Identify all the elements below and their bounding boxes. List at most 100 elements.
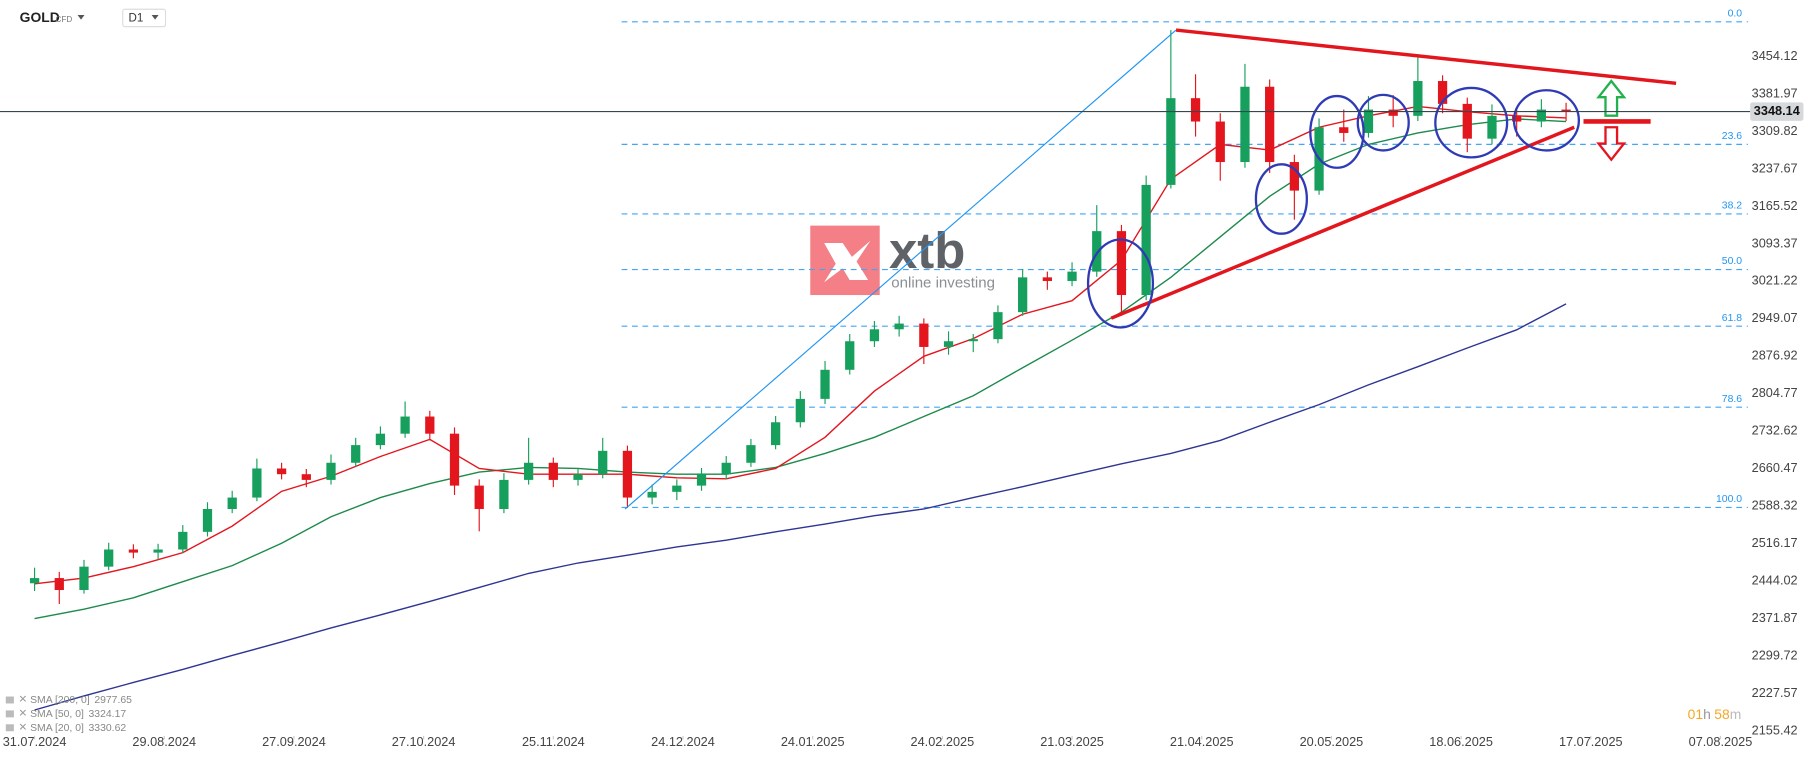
y-tick-label: 2444.02 — [1752, 573, 1798, 588]
y-tick-label: 2299.72 — [1752, 647, 1798, 662]
y-tick-label: 2949.07 — [1752, 310, 1798, 325]
candle-body — [104, 549, 114, 567]
price-tag — [1750, 102, 1804, 121]
x-tick-label: 24.02.2025 — [911, 734, 975, 749]
legend: ✕ SMA [200, 0] 2977.65✕ SMA [50, 0] 3324.17✕… — [5, 695, 132, 734]
legend-close[interactable]: ✕ — [19, 709, 28, 720]
candle-body — [1042, 277, 1052, 281]
candle-body — [1240, 86, 1250, 163]
dropdown-icon[interactable] — [151, 15, 159, 20]
legend-icon[interactable] — [5, 710, 14, 718]
legend-close[interactable]: ✕ — [19, 723, 28, 734]
candle-body — [1190, 98, 1201, 122]
candle-body — [548, 462, 558, 480]
x-tick-label: 17.07.2025 — [1559, 734, 1623, 749]
x-tick-label: 21.03.2025 — [1040, 734, 1104, 749]
support-trendline — [1110, 125, 1575, 320]
y-tick-label: 3309.82 — [1752, 123, 1798, 138]
candle-body — [622, 450, 633, 498]
y-tick-label: 2227.57 — [1752, 685, 1798, 700]
candle-body — [1265, 86, 1275, 163]
candle-body — [1462, 103, 1472, 139]
legend-value: 3330.62 — [89, 723, 127, 734]
candle-body — [79, 566, 89, 591]
candle-body — [1116, 231, 1127, 296]
y-tick-label: 3021.22 — [1752, 273, 1798, 288]
candle-body — [696, 474, 707, 486]
highlight-circle — [1356, 93, 1410, 152]
highlight-circle — [1254, 163, 1309, 235]
up-arrow — [1596, 79, 1627, 117]
candle-body — [252, 468, 262, 498]
dropdown-icon[interactable] — [77, 15, 85, 20]
y-tick-label: 2588.32 — [1752, 498, 1798, 513]
legend-entry: SMA [20, 0] 3330.62 — [30, 723, 126, 734]
candle-body — [449, 433, 460, 486]
candle-body — [993, 312, 1003, 340]
resistance-trendline — [1175, 28, 1677, 86]
candle-body — [1067, 271, 1077, 281]
candle-body — [721, 462, 731, 475]
x-tick-label: 24.01.2025 — [781, 734, 845, 749]
candle-layer — [29, 30, 1571, 605]
legend-icon[interactable] — [5, 724, 14, 732]
candle-body — [202, 508, 213, 532]
x-tick-label: 27.09.2024 — [262, 734, 326, 749]
candle-body — [326, 462, 336, 480]
candle-body — [351, 445, 361, 463]
symbol[interactable]: GOLD — [20, 9, 60, 25]
candle-body — [128, 549, 139, 553]
fib-level-label: 0.0 — [1728, 8, 1743, 19]
candle-body — [894, 323, 904, 330]
candle-body — [1166, 98, 1176, 185]
y-tick-label: 3093.37 — [1752, 235, 1798, 250]
fib-level-label: 100.0 — [1716, 494, 1742, 505]
x-tick-label: 21.04.2025 — [1170, 734, 1234, 749]
candle-body — [1413, 81, 1423, 116]
sma-line — [34, 118, 1567, 620]
down-arrow — [1596, 126, 1627, 162]
candle-body — [795, 398, 805, 423]
legend-close[interactable]: ✕ — [19, 695, 28, 706]
timeframe-box[interactable] — [122, 8, 167, 28]
legend-entry: SMA [50, 0] 3324.17 — [30, 709, 126, 720]
candle-body — [770, 422, 781, 446]
y-tick-label: 3237.67 — [1752, 160, 1798, 175]
legend-value: 2977.65 — [94, 695, 132, 706]
candle-body — [227, 497, 237, 509]
candle-body — [474, 485, 484, 509]
x-tick-label: 31.07.2024 — [3, 734, 67, 749]
legend-name: SMA [20, 0] — [30, 723, 84, 734]
candle-body — [919, 323, 929, 347]
countdown-minutes: 58 — [1714, 706, 1730, 722]
candle-body — [1363, 109, 1374, 133]
legend-entry: SMA [200, 0] 2977.65 — [30, 695, 132, 706]
candle-body — [523, 462, 534, 480]
fib-anchor-line — [624, 29, 1177, 510]
candle-body — [1512, 115, 1522, 122]
candle-body — [1092, 231, 1102, 272]
highlight-circle — [1309, 94, 1365, 169]
countdown-h: h — [1703, 706, 1711, 722]
y-tick-label: 2876.92 — [1752, 348, 1798, 363]
axes: 3454.12 3381.97 3309.82 3237.67 3165.52 3093.… — [0, 48, 1804, 749]
x-tick-label: 25.11.2024 — [522, 734, 585, 749]
fibonacci-layer: 0.0 23.6 38.2 50.0 61.8 78.6 100.0 — [621, 8, 1748, 509]
watermark-tagline: online investing — [891, 274, 995, 291]
legend-name: SMA [50, 0] — [30, 709, 84, 720]
candle-body — [29, 578, 40, 584]
countdown-hours: 01 — [1688, 706, 1704, 722]
candle-body — [301, 474, 311, 480]
candle-body — [647, 491, 657, 498]
y-tick-label: 2804.77 — [1752, 385, 1798, 400]
legend-name: SMA [200, 0] — [30, 695, 90, 706]
candle-body — [1215, 121, 1225, 163]
highlight-circle — [1086, 238, 1155, 329]
candle-body — [1536, 109, 1547, 122]
legend-icon[interactable] — [5, 696, 14, 704]
candle-body — [375, 433, 386, 446]
timeframe[interactable]: D1 — [128, 13, 143, 25]
x-tick-label: 27.10.2024 — [392, 734, 456, 749]
y-tick-label: 3165.52 — [1752, 198, 1798, 213]
candle-body — [178, 531, 188, 550]
